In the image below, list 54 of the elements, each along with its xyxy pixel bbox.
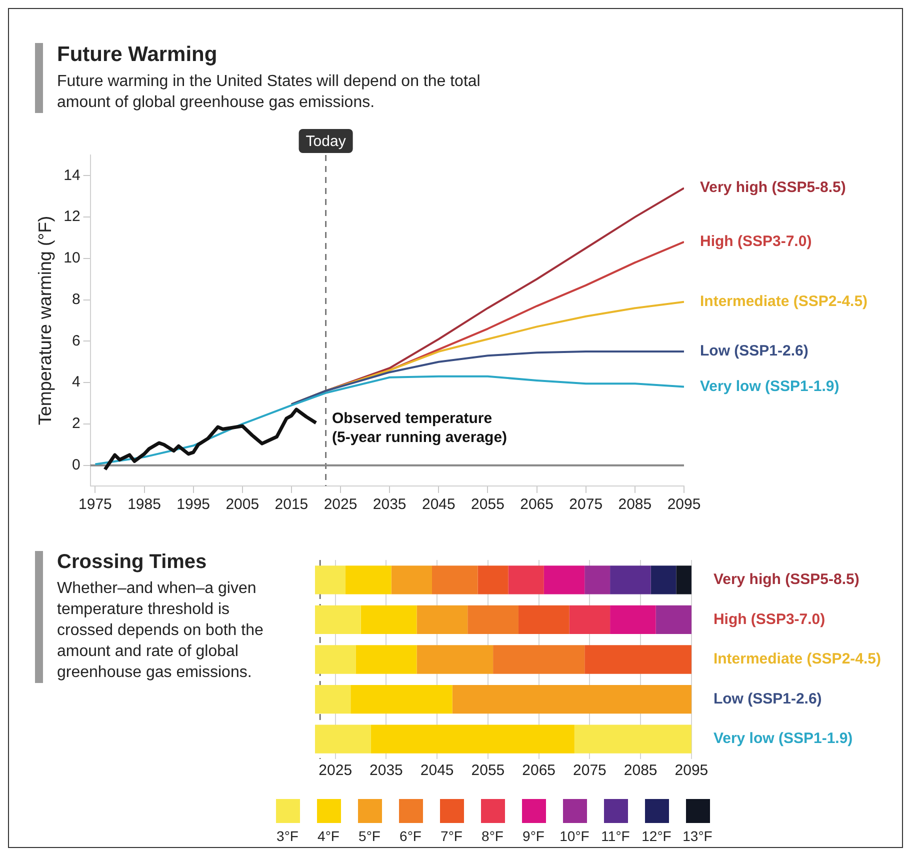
y-tick-label: Very low (SSP1-1.9) <box>713 730 853 748</box>
x-tick-label: 2055 <box>471 762 505 780</box>
chart-title: Future Warming <box>57 43 218 67</box>
y-tick-label: 12 <box>64 208 80 226</box>
chart-subtitle: Future warming in the United States will depend on the total amount of global greenhouse gas emissions. <box>57 72 482 113</box>
x-tick-label: 2095 <box>674 762 708 780</box>
y-tick-label: High (SSP3-7.0) <box>713 610 826 628</box>
x-tick-label: 2075 <box>569 496 603 514</box>
x-tick-label: 2045 <box>422 496 456 514</box>
ref-line-label: Today <box>306 133 346 150</box>
legend-label: 13°F <box>682 828 712 844</box>
legend-label: 9°F <box>522 828 544 844</box>
legend-label: 12°F <box>642 828 672 844</box>
y-tick-label: 0 <box>72 456 80 474</box>
x-tick-label: 2005 <box>226 496 260 514</box>
x-tick-label: 2015 <box>274 496 308 514</box>
x-tick-label: 2045 <box>420 762 454 780</box>
series-label: Low (SSP1-2.6) <box>700 342 808 360</box>
legend-label: 3°F <box>276 828 298 844</box>
legend-label: 10°F <box>560 828 590 844</box>
x-tick-label: 2075 <box>573 762 606 780</box>
legend-label: 6°F <box>400 828 422 844</box>
legend-label: 7°F <box>440 828 462 844</box>
x-tick-label: 2085 <box>624 762 658 780</box>
x-tick-label: 1995 <box>176 496 210 514</box>
legend-label: 5°F <box>358 828 380 844</box>
y-tick-label: 14 <box>64 166 80 184</box>
x-tick-label: 1985 <box>128 496 161 514</box>
x-tick-label: 2085 <box>618 496 652 514</box>
x-tick-label: 2025 <box>324 496 358 514</box>
y-axis-title: Temperature warming (°F) <box>34 216 55 426</box>
x-tick-label: 2025 <box>318 762 352 780</box>
legend-label: 4°F <box>318 828 340 844</box>
text: Whether–and when–a given temperature threshold is crossed depends on both the amount and rate of global greenhouse gas emissions. <box>57 579 264 683</box>
x-tick-label: 2035 <box>370 762 403 780</box>
series-label: High (SSP3-7.0) <box>700 233 812 250</box>
y-tick-label: 2 <box>72 415 80 432</box>
series-label: Observed temperature (5-year running average) <box>332 410 508 446</box>
y-tick-label: 6 <box>72 332 80 350</box>
x-tick-label: 2095 <box>667 496 701 514</box>
x-tick-label: 2035 <box>372 496 406 514</box>
x-tick-label: 2065 <box>520 496 554 514</box>
y-tick-label: 4 <box>72 374 80 391</box>
legend-label: 8°F <box>482 828 504 844</box>
y-tick-label: Intermediate (SSP2-4.5) <box>713 650 882 668</box>
y-tick-label: Low (SSP1-2.6) <box>713 690 822 708</box>
y-tick-label: 10 <box>64 250 80 267</box>
x-tick-label: 1975 <box>78 496 112 514</box>
legend-label: 11°F <box>601 828 630 844</box>
y-tick-label: 8 <box>72 290 80 308</box>
y-tick-label: Very high (SSP5-8.5) <box>713 571 860 588</box>
x-tick-label: 2055 <box>471 496 504 514</box>
text: Crossing Times <box>57 551 208 574</box>
x-tick-label: 2065 <box>522 762 556 780</box>
